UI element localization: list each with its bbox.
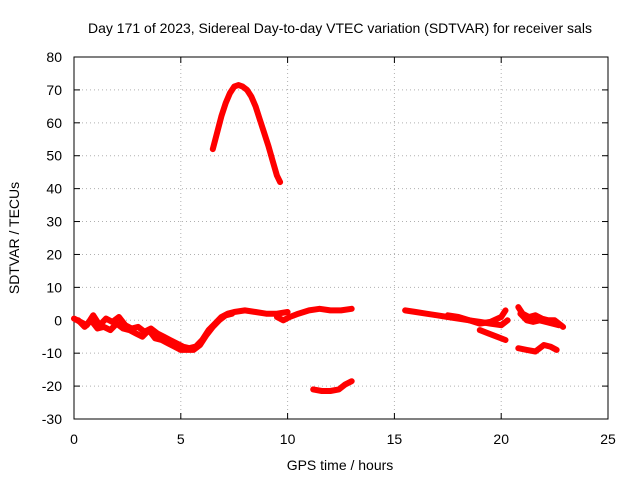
x-tick-label: 15 (387, 431, 403, 447)
grid (74, 57, 608, 419)
y-tick-label: -10 (42, 345, 62, 361)
axis-ticks: 0 5 10 15 20 25 -30 -20 -10 0 10 20 30 40 50 60 70 80 (42, 49, 616, 447)
y-tick-label: 0 (54, 312, 62, 328)
series-arc-early-morning-b (75, 310, 236, 353)
x-tick-label: 10 (280, 431, 296, 447)
y-tick-label: 70 (46, 82, 62, 98)
y-tick-label: 60 (46, 115, 62, 131)
plot-frame (73, 56, 609, 420)
series-arc-midday (273, 305, 355, 324)
y-tick-label: 10 (46, 279, 62, 295)
x-tick-label: 0 (70, 431, 78, 447)
y-tick-label: -30 (42, 411, 62, 427)
series-arc-negative (310, 378, 355, 394)
y-tick-label: 50 (46, 148, 62, 164)
y-tick-label: -20 (42, 378, 62, 394)
y-tick-label: 80 (46, 49, 62, 65)
series-arc-evening-b (444, 307, 509, 327)
y-axis-label: SDTVAR / TECUs (6, 182, 22, 294)
y-tick-label: 40 (46, 181, 62, 197)
x-tick-label: 20 (493, 431, 509, 447)
x-axis-label: GPS time / hours (287, 457, 394, 473)
x-tick-label: 25 (600, 431, 616, 447)
series-arc-night-low (515, 342, 560, 355)
series-arc-night-b (517, 310, 562, 329)
series-arc-evening-low (476, 327, 509, 343)
series-group (71, 82, 567, 394)
chart-title: Day 171 of 2023, Sidereal Day-to-day VTE… (88, 20, 592, 36)
x-tick-label: 5 (177, 431, 185, 447)
y-tick-label: 30 (46, 214, 62, 230)
y-tick-label: 20 (46, 246, 62, 262)
series-arc-peak (209, 82, 284, 186)
